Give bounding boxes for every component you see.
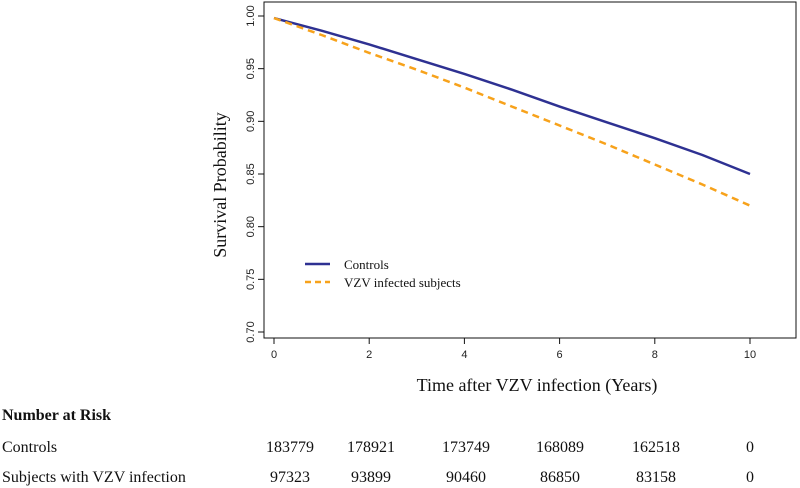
x-tick-label: 8: [652, 349, 658, 361]
y-tick-label: 0.90: [245, 111, 257, 132]
y-axis-title: Survival Probability: [210, 112, 230, 258]
y-axis: 0.70 0.75 0.80 0.85 0.90 0.95 1.00: [245, 5, 264, 343]
legend-label-vzv: VZV infected subjects: [344, 275, 461, 290]
plot-frame: [263, 1, 797, 339]
risk-cell: 183779: [266, 439, 314, 456]
risk-row-label: Subjects with VZV infection: [2, 469, 186, 486]
series-line-controls: [273, 16, 751, 176]
legend-label-controls: Controls: [344, 257, 389, 272]
risk-row-label: Controls: [2, 439, 57, 456]
risk-cell: 97323: [270, 469, 310, 486]
x-tick-label: 6: [557, 349, 563, 361]
x-tick-label: 10: [744, 349, 756, 361]
y-tick-label: 0.70: [245, 321, 257, 342]
risk-table-title: Number at Risk: [2, 407, 111, 424]
series-line-vzv: [273, 16, 751, 207]
risk-cell: 173749: [442, 439, 490, 456]
x-tick-label: 4: [461, 349, 467, 361]
y-tick-label: 0.75: [245, 269, 257, 290]
x-tick-label: 0: [271, 349, 277, 361]
y-tick-label: 1.00: [245, 5, 257, 26]
risk-cell: 93899: [351, 469, 391, 486]
risk-cell: 90460: [446, 469, 486, 486]
risk-cell: 162518: [632, 439, 680, 456]
risk-cell: 83158: [636, 469, 676, 486]
risk-cell: 86850: [540, 469, 580, 486]
legend: Controls VZV infected subjects: [305, 257, 461, 290]
y-tick-label: 0.80: [245, 216, 257, 237]
risk-cell: 0: [746, 439, 754, 456]
y-tick-label: 0.95: [245, 58, 257, 79]
x-axis-title: Time after VZV infection (Years): [417, 375, 658, 396]
y-tick-label: 0.85: [245, 163, 257, 184]
risk-cell: 0: [746, 469, 754, 486]
risk-table: Number at Risk Controls 183779 178921 17374…: [2, 407, 754, 486]
risk-cell: 178921: [347, 439, 395, 456]
x-axis: 0 2 4 6 8 10: [271, 338, 756, 361]
series-group: [273, 16, 751, 207]
risk-cell: 168089: [536, 439, 584, 456]
x-tick-label: 2: [366, 349, 372, 361]
risk-rows: Controls 183779 178921 173749 168089 162518 0 S…: [2, 439, 754, 486]
